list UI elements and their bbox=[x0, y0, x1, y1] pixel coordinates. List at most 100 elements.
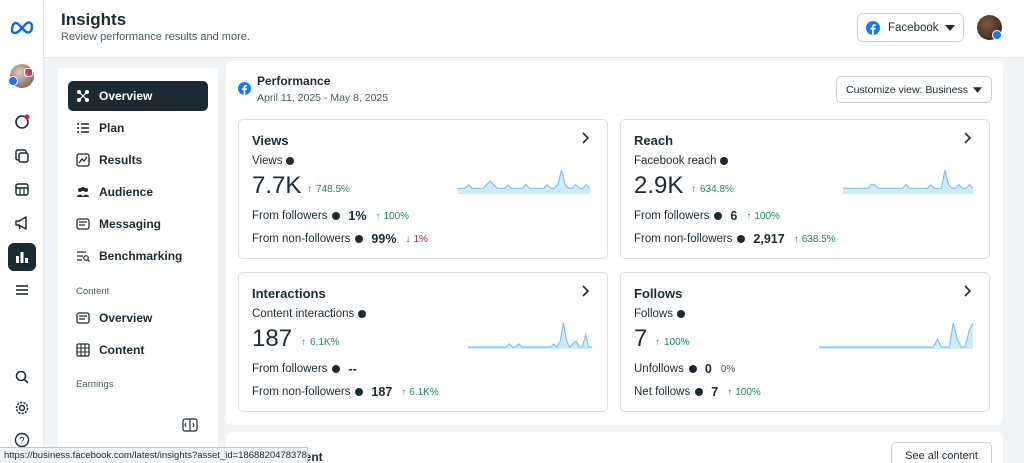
list-icon bbox=[76, 121, 90, 135]
sparkline-line bbox=[458, 169, 590, 189]
arrow-up-icon: ↑ bbox=[655, 337, 660, 348]
chevron-right-icon[interactable] bbox=[963, 132, 971, 144]
info-icon[interactable] bbox=[720, 157, 729, 165]
row-delta: ↑ 6.1K% bbox=[401, 387, 438, 398]
search-icon[interactable] bbox=[8, 363, 36, 391]
reach-value: 2.9K bbox=[634, 172, 684, 199]
content-section-heading: Content bbox=[76, 286, 110, 297]
settings-gear-icon[interactable] bbox=[8, 394, 36, 422]
info-icon[interactable] bbox=[737, 235, 746, 243]
views-card[interactable]: Views Views 7.7K ↑ 748.5% From followers … bbox=[238, 119, 608, 259]
performance-date-range: April 11, 2025 - May 8, 2025 bbox=[257, 92, 389, 104]
follows-sparkline bbox=[819, 322, 973, 349]
row-label: From non-followers bbox=[634, 233, 733, 245]
arrow-down-icon: ↓ bbox=[405, 233, 411, 245]
info-icon[interactable] bbox=[688, 365, 697, 373]
unfollows-row: Unfollows 0 0% bbox=[634, 362, 735, 376]
follows-card[interactable]: Follows Follows 7 ↑ 100% Unfollows 0 0% N… bbox=[620, 272, 990, 412]
customize-view-select[interactable]: Customize view: Business bbox=[836, 76, 992, 103]
row-value: 99% bbox=[371, 232, 397, 246]
chevron-right-icon[interactable] bbox=[581, 285, 589, 297]
nav-results[interactable]: Results bbox=[68, 145, 208, 175]
nav-content-overview[interactable]: Overview bbox=[68, 303, 208, 333]
row-delta-text: 638.5% bbox=[801, 233, 836, 245]
chart-line-icon bbox=[76, 153, 90, 167]
info-icon[interactable] bbox=[355, 235, 364, 243]
notifications-icon[interactable] bbox=[8, 108, 36, 136]
row-label: From followers bbox=[252, 363, 328, 375]
reach-card[interactable]: Reach Facebook reach 2.9K ↑ 634.8% From f… bbox=[620, 119, 990, 259]
nav-audience[interactable]: Audience bbox=[68, 177, 208, 207]
row-delta-text: 1% bbox=[413, 233, 428, 245]
earnings-section-heading: Earnings bbox=[76, 379, 114, 390]
reach-delta: ↑ 634.8% bbox=[691, 184, 734, 195]
interactions-metric-label: Content interactions bbox=[252, 308, 367, 320]
info-icon[interactable] bbox=[676, 310, 685, 318]
facebook-badge-icon bbox=[8, 76, 18, 86]
nav-overview[interactable]: Overview bbox=[68, 81, 208, 111]
interactions-card-title: Interactions bbox=[252, 286, 326, 301]
collapse-sidebar-icon[interactable] bbox=[182, 418, 198, 437]
insights-sidenav: Overview Plan Results Audience Messaging… bbox=[58, 68, 218, 448]
follows-metric-label-text: Follows bbox=[634, 308, 673, 320]
nav-benchmarking[interactable]: Benchmarking bbox=[68, 241, 208, 271]
net-follows-row: Net follows 7 ↑ 100% bbox=[634, 385, 761, 399]
menu-icon[interactable] bbox=[8, 276, 36, 304]
insights-icon[interactable] bbox=[8, 243, 36, 271]
svg-text:?: ? bbox=[19, 436, 24, 446]
link-status-bar: https://business.facebook.com/latest/ins… bbox=[0, 447, 308, 463]
views-sparkline bbox=[458, 169, 590, 194]
info-icon[interactable] bbox=[332, 212, 341, 220]
views-card-title: Views bbox=[252, 133, 289, 148]
follows-metric-label: Follows bbox=[634, 308, 685, 320]
nav-benchmarking-label: Benchmarking bbox=[99, 249, 183, 263]
facebook-icon bbox=[866, 20, 880, 35]
caret-down-icon bbox=[973, 86, 982, 93]
chevron-right-icon[interactable] bbox=[963, 285, 971, 297]
nav-content-label: Content bbox=[99, 343, 145, 357]
instagram-badge-icon bbox=[24, 68, 33, 77]
overview-icon bbox=[76, 89, 90, 103]
reach-from-non-followers-row: From non-followers 2,917 ↑ 638.5% bbox=[634, 232, 836, 246]
account-avatar[interactable] bbox=[8, 62, 36, 90]
info-icon[interactable] bbox=[286, 157, 295, 165]
nav-messaging[interactable]: Messaging bbox=[68, 209, 208, 239]
interactions-delta: ↑ 6.1K% bbox=[301, 337, 339, 348]
left-rail: ? bbox=[0, 0, 44, 463]
sparkline-area bbox=[468, 323, 592, 349]
nav-plan[interactable]: Plan bbox=[68, 113, 208, 143]
row-value: 7 bbox=[711, 385, 719, 399]
views-delta-text: 748.5% bbox=[316, 184, 350, 195]
sparkline-line bbox=[468, 322, 592, 348]
megaphone-icon[interactable] bbox=[8, 209, 36, 237]
nav-content[interactable]: Content bbox=[68, 335, 208, 365]
performance-panel: Performance April 11, 2025 - May 8, 2025… bbox=[226, 61, 1003, 425]
page-subtitle: Review performance results and more. bbox=[61, 31, 250, 43]
info-icon[interactable] bbox=[355, 388, 364, 396]
views-from-followers-row: From followers 1% ↑ 100% bbox=[252, 209, 409, 223]
meta-logo-icon[interactable] bbox=[8, 13, 36, 41]
views-delta: ↑ 748.5% bbox=[307, 184, 350, 195]
platform-select[interactable]: Facebook bbox=[857, 13, 964, 42]
info-icon[interactable] bbox=[695, 388, 704, 396]
user-avatar[interactable] bbox=[977, 15, 1002, 40]
arrow-up-icon: ↑ bbox=[301, 337, 306, 348]
chevron-right-icon[interactable] bbox=[581, 132, 589, 144]
help-icon[interactable]: ? bbox=[8, 426, 36, 454]
facebook-badge-icon bbox=[992, 30, 1002, 40]
info-icon[interactable] bbox=[332, 365, 341, 373]
info-icon[interactable] bbox=[358, 310, 367, 318]
arrow-up-icon: ↑ bbox=[746, 210, 752, 222]
arrow-up-icon: ↑ bbox=[727, 386, 733, 398]
calendar-icon[interactable] bbox=[8, 175, 36, 203]
posts-icon[interactable] bbox=[8, 142, 36, 170]
row-label: From followers bbox=[252, 210, 328, 222]
see-all-content-button[interactable]: See all content bbox=[891, 442, 992, 463]
row-value: 187 bbox=[371, 385, 393, 399]
row-delta-text: 6.1K% bbox=[409, 386, 439, 398]
info-icon[interactable] bbox=[714, 212, 723, 220]
grid-icon bbox=[76, 343, 90, 357]
row-value: -- bbox=[348, 362, 357, 376]
row-value: 6 bbox=[730, 209, 738, 223]
interactions-card[interactable]: Interactions Content interactions 187 ↑ 6… bbox=[238, 272, 608, 412]
